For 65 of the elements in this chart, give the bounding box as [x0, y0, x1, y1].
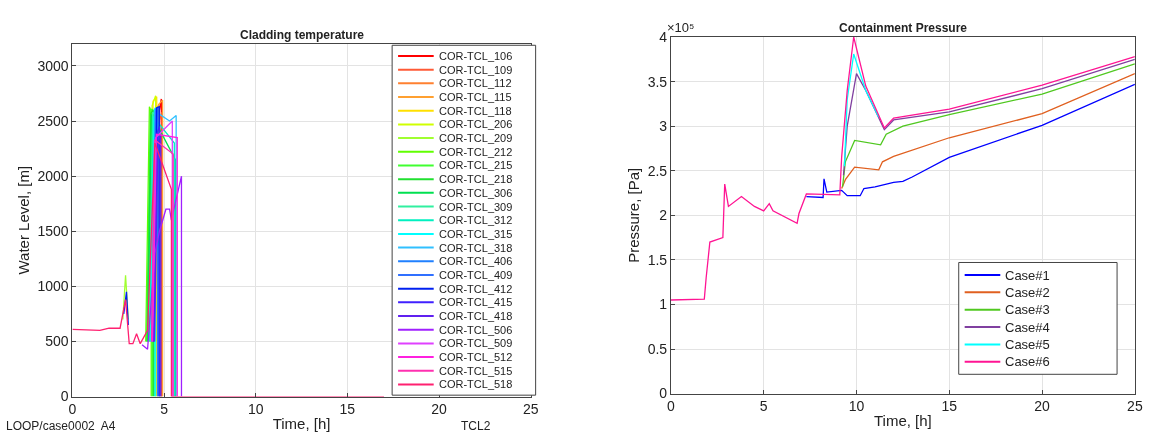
- x-tick-label: 25: [1127, 398, 1143, 415]
- legend-label: COR-TCL_218: [439, 173, 513, 185]
- y-tick-label: 4: [659, 28, 668, 45]
- legend-label: COR-TCL_312: [439, 214, 513, 226]
- legend-label: COR-TCL_412: [439, 283, 513, 295]
- legend-label: Case#1: [1005, 268, 1050, 283]
- y-tick-label: 3: [659, 118, 668, 135]
- text: ×10⁵: [667, 20, 695, 35]
- legend-label: COR-TCL_206: [439, 118, 513, 130]
- chart-title: Cladding temperature: [240, 28, 365, 42]
- y-tick-label: 2500: [37, 112, 69, 129]
- legend-label: COR-TCL_212: [439, 146, 513, 158]
- y-tick-label: 3000: [37, 57, 69, 74]
- legend-label: COR-TCL_415: [439, 296, 513, 308]
- x-tick-label: 5: [759, 398, 768, 415]
- y-tick-label: 1500: [37, 223, 69, 240]
- x-tick-label: 10: [247, 401, 264, 418]
- legend-label: Case#2: [1005, 285, 1050, 300]
- legend-label: COR-TCL_209: [439, 132, 513, 144]
- y-tick-label: 2: [659, 207, 668, 224]
- text: LOOP/case0002 A4: [6, 419, 116, 433]
- x-axis-title: Time, [h]: [272, 415, 331, 433]
- x-tick-label: 20: [431, 401, 448, 418]
- y-tick-label: 1000: [37, 278, 69, 295]
- chart-title: Containment Pressure: [839, 21, 968, 35]
- legend-label: COR-TCL_109: [439, 64, 513, 76]
- y-tick-label: 0.5: [647, 340, 668, 357]
- legend-label: COR-TCL_118: [439, 105, 512, 117]
- legend-label: COR-TCL_506: [439, 324, 513, 336]
- x-tick-label: 15: [941, 398, 958, 415]
- x-tick-label: 20: [1034, 398, 1051, 415]
- y-tick-label: 3.5: [647, 73, 668, 90]
- x-axis-title: Time, [h]: [873, 412, 932, 430]
- legend-label: COR-TCL_306: [439, 187, 513, 199]
- y-tick-label: 1: [659, 296, 668, 313]
- x-tick-label: 10: [848, 398, 865, 415]
- y-tick-label: 2000: [37, 168, 69, 185]
- y-axis-title: Pressure, [Pa]: [624, 167, 642, 263]
- x-tick-label: 25: [522, 401, 539, 418]
- legend-label: COR-TCL_106: [439, 50, 513, 62]
- x-tick-label: 15: [339, 401, 356, 418]
- legend-label: COR-TCL_115: [439, 91, 512, 103]
- legend-label: COR-TCL_512: [439, 351, 513, 363]
- legend-label: COR-TCL_112: [439, 77, 512, 89]
- legend-label: COR-TCL_215: [439, 159, 513, 171]
- legend-label: COR-TCL_418: [439, 310, 513, 322]
- legend-label: COR-TCL_406: [439, 255, 513, 267]
- legend-label: COR-TCL_315: [439, 228, 513, 240]
- y-tick-label: 1.5: [647, 251, 668, 268]
- legend-label: Case#5: [1005, 337, 1050, 352]
- legend-label: Case#6: [1005, 354, 1050, 369]
- legend-label: Case#3: [1005, 302, 1050, 317]
- y-tick-label: 500: [45, 333, 69, 350]
- legend-label: COR-TCL_409: [439, 269, 513, 281]
- x-tick-label: 5: [160, 401, 169, 418]
- legend-label: Case#4: [1005, 320, 1050, 335]
- legend-label: COR-TCL_518: [439, 378, 513, 390]
- y-tick-label: 0: [659, 385, 668, 402]
- text: TCL2: [461, 419, 491, 433]
- legend-label: COR-TCL_318: [439, 242, 513, 254]
- y-tick-label: 2.5: [647, 162, 668, 179]
- y-axis-title: Water Level, [m]: [14, 165, 32, 275]
- legend-label: COR-TCL_509: [439, 337, 513, 349]
- legend-label: COR-TCL_515: [439, 365, 513, 377]
- legend-label: COR-TCL_309: [439, 201, 513, 213]
